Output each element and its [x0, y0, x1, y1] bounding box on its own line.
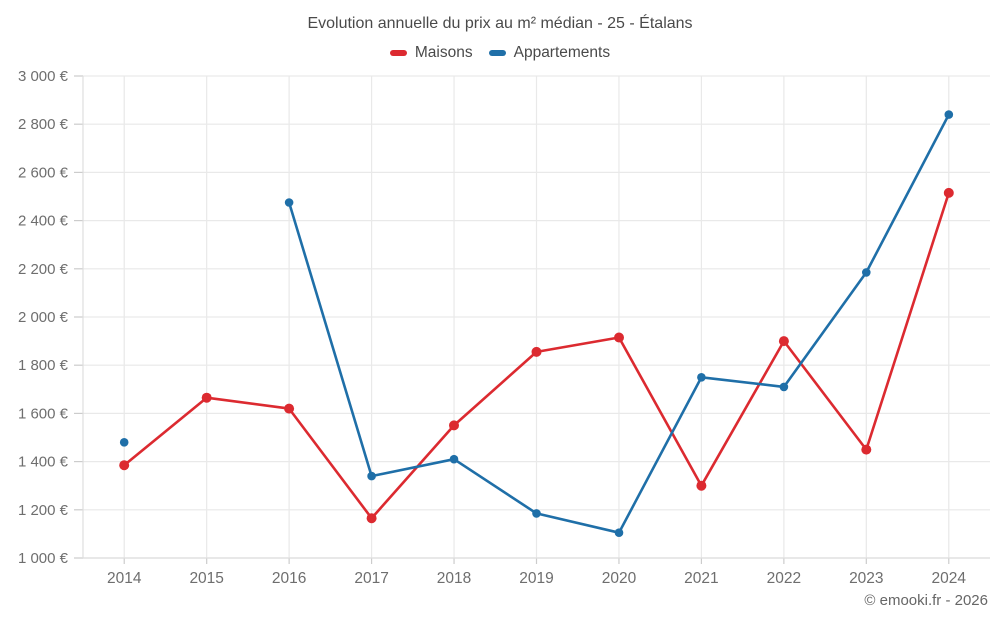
maisons-series-swatch-icon: [389, 50, 407, 56]
x-tick-label: 2020: [602, 570, 637, 587]
y-tick-label: 2 600 €: [18, 164, 69, 181]
legend-item-appartements[interactable]: Appartements: [488, 44, 611, 62]
x-tick-label: 2023: [849, 570, 883, 587]
data-point-maisons-2022[interactable]: [778, 336, 789, 347]
y-tick-label: 2 400 €: [18, 213, 69, 230]
x-tick-label: 2014: [107, 570, 142, 587]
data-point-appartements-2016[interactable]: [284, 198, 294, 207]
legend-label-maisons: Maisons: [414, 44, 473, 61]
data-point-appartements-2020[interactable]: [614, 528, 624, 537]
y-tick-label: 1 600 €: [18, 405, 69, 422]
y-tick-label: 1 200 €: [18, 502, 69, 519]
data-point-maisons-2019[interactable]: [531, 346, 542, 357]
x-tick-label: 2015: [189, 570, 223, 587]
data-point-maisons-2018[interactable]: [449, 420, 459, 431]
x-tick-label: 2022: [767, 570, 801, 587]
data-point-maisons-2016[interactable]: [284, 403, 295, 414]
data-point-maisons-2015[interactable]: [201, 392, 212, 403]
x-tick-label: 2016: [272, 570, 306, 587]
data-point-appartements-2024[interactable]: [944, 110, 954, 119]
data-point-appartements-2022[interactable]: [779, 382, 789, 392]
legend-item-maisons[interactable]: Maisons: [389, 44, 473, 62]
chart-title: Evolution annuelle du prix au m² médian …: [307, 15, 693, 32]
data-point-maisons-2024[interactable]: [943, 187, 954, 198]
chart-legend: Maisons Appartements: [0, 44, 1000, 62]
data-point-appartements-2023[interactable]: [862, 268, 871, 277]
data-point-maisons-2017[interactable]: [366, 513, 377, 524]
data-point-appartements-2014[interactable]: [119, 438, 129, 447]
y-tick-label: 1 400 €: [18, 454, 69, 471]
x-tick-label: 2017: [354, 570, 388, 587]
y-tick-label: 1 800 €: [18, 357, 69, 374]
x-tick-label: 2019: [519, 570, 553, 587]
x-tick-label: 2018: [437, 570, 471, 587]
x-tick-label: 2024: [932, 570, 967, 587]
data-point-appartements-2021[interactable]: [697, 373, 706, 382]
data-point-appartements-2018[interactable]: [449, 454, 459, 464]
y-tick-label: 1 000 €: [18, 550, 69, 567]
x-tick-label: 2021: [684, 570, 718, 587]
y-tick-label: 3 000 €: [18, 68, 69, 85]
appartements-series-swatch-icon: [488, 50, 506, 56]
legend-label-appartements: Appartements: [513, 44, 611, 61]
data-point-maisons-2014[interactable]: [119, 460, 130, 471]
y-tick-label: 2 200 €: [18, 261, 69, 278]
y-tick-label: 2 000 €: [18, 309, 69, 326]
data-point-maisons-2020[interactable]: [614, 332, 624, 343]
data-point-appartements-2017[interactable]: [367, 471, 376, 481]
data-point-maisons-2023[interactable]: [861, 444, 872, 455]
data-point-appartements-2019[interactable]: [532, 509, 541, 518]
data-point-maisons-2021[interactable]: [696, 480, 707, 491]
y-tick-label: 2 800 €: [18, 116, 69, 133]
copyright: © emooki.fr - 2026: [864, 592, 988, 609]
